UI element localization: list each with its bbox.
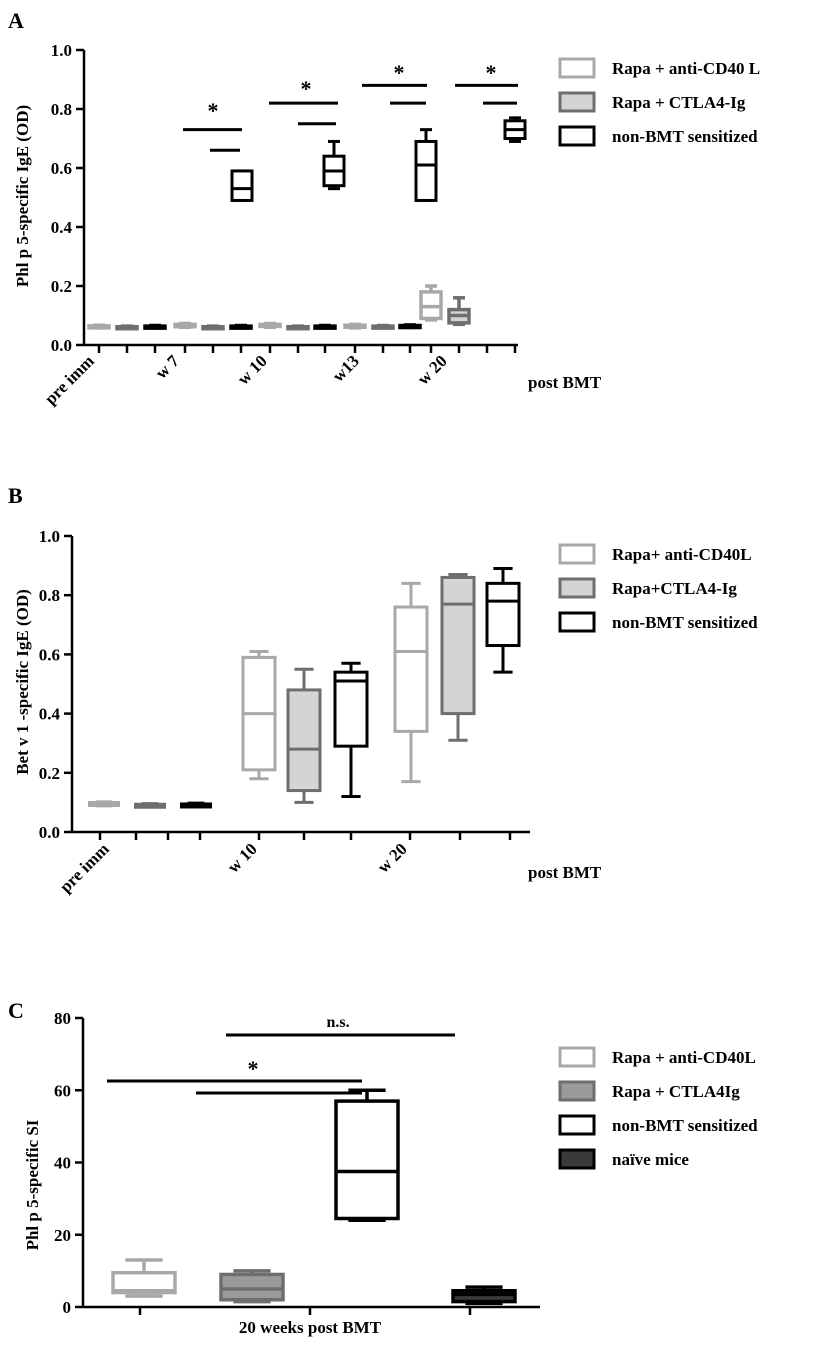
b-box-1-2-box [440,575,476,716]
legend-entry: Rapa+CTLA4-Ig [612,579,737,598]
a-ytick-label: 1.0 [51,41,72,60]
b-ytick-label: 1.0 [39,527,60,546]
panel-c-label: C [8,998,24,1023]
b-box-2-1-box [333,670,369,748]
b-ytick-label: 0.0 [39,823,60,842]
b-xtick-label: w 20 [374,839,411,876]
legend-swatch [558,1080,596,1102]
panel-a-legend: Rapa + anti-CD40 L Rapa + CTLA4-Ig non-BMT… [558,57,760,147]
panel-b-legend: Rapa+ anti-CD40L Rapa+CTLA4-Ig non-BMT sen… [558,543,758,633]
c-box-0-box [111,1270,177,1295]
a-xtick-label: w 20 [414,351,451,388]
panel-c-marks: n.s. * [107,1014,517,1306]
b-xtick-label: pre imm [56,839,113,896]
panel-a-ylabel: Phl p 5-specific IgE (OD) [13,105,32,287]
legend-swatch [558,577,596,599]
a-xtick-label: w 10 [234,351,271,388]
a-significance-star: * [486,60,497,85]
legend-swatch [558,125,596,147]
legend-entry: non-BMT sensitized [612,613,758,632]
panel-a-label: A [8,8,24,33]
a-ytick-label: 0.0 [51,336,72,355]
b-ytick-label: 0.6 [39,645,60,664]
panel-b-xlabel: post BMT [528,863,602,882]
b-box-1-1-box [286,688,322,793]
legend-entry: Rapa+ anti-CD40L [612,545,752,564]
panel-a-marks: * * * * [87,60,527,331]
a-xtick-label: w13 [329,351,363,385]
c-ytick-label: 40 [54,1154,71,1173]
c-ytick-label: 60 [54,1081,71,1100]
a-ytick-label: 0.2 [51,277,72,296]
a-xtick-label: pre imm [41,351,98,408]
legend-swatch [558,1046,596,1068]
panel-a: A Phl p 5-specific IgE (OD) post BMT 0.0… [8,8,760,408]
a-significance-star: * [208,98,219,123]
c-box-1-box [219,1272,285,1302]
legend-entry: non-BMT sensitized [612,1116,758,1135]
legend-entry: naïve mice [612,1150,689,1169]
legend-swatch [558,543,596,565]
a-late-box-0-box [230,169,254,202]
legend-swatch [558,1148,596,1170]
panel-b-marks [88,567,521,809]
c-ytick-label: 80 [54,1009,71,1028]
a-xtick-label: w 7 [152,351,183,382]
legend-entry: non-BMT sensitized [612,127,758,146]
a-late-box-2-box [414,139,438,202]
panel-a-xlabel: post BMT [528,373,602,392]
panel-a-axes: 0.0 0.2 0.4 0.6 0.8 1.0 pre imm w 7 w 10 w13 w 20 [41,41,518,408]
a-ytick-label: 0.6 [51,159,72,178]
c-box-3-box [451,1288,517,1304]
legend-entry: Rapa + CTLA4-Ig [612,93,746,112]
c-box-2-box [334,1099,400,1221]
panel-c-legend: Rapa + anti-CD40L Rapa + CTLA4Ig non-BMT s… [558,1046,758,1170]
legend-entry: Rapa + CTLA4Ig [612,1082,740,1101]
a-ytick-label: 0.8 [51,100,72,119]
panel-b-label: B [8,483,23,508]
legend-swatch [558,611,596,633]
panel-b: B Bet v 1 -specific IgE (OD) post BMT 0.… [8,483,758,896]
b-box-2-2-box [485,581,521,648]
c-significance-star: * [248,1056,259,1081]
c-ytick-label: 20 [54,1226,71,1245]
b-xtick-label: w 10 [224,839,261,876]
a-significance-star: * [301,76,312,101]
b-ytick-label: 0.4 [39,705,61,724]
legend-entry: Rapa + anti-CD40L [612,1048,756,1067]
panel-c-axes: 0 20 40 60 80 [54,1009,540,1317]
panel-b-ylabel: Bet v 1 -specific IgE (OD) [13,589,32,775]
panel-c-ylabel: Phl p 5-specific SI [23,1119,42,1250]
b-ytick-label: 0.2 [39,764,60,783]
panel-c-xlabel: 20 weeks post BMT [239,1318,382,1337]
a-significance-star: * [394,60,405,85]
legend-swatch [558,1114,596,1136]
c-ytick-label: 0 [63,1298,72,1317]
legend-swatch [558,91,596,113]
c-ns-label: n.s. [326,1014,349,1031]
legend-entry: Rapa + anti-CD40 L [612,59,760,78]
a-ytick-label: 0.4 [51,218,73,237]
panel-c: C Phl p 5-specific SI 20 weeks post BMT … [8,998,758,1337]
b-box-0-2-box [393,605,429,733]
legend-swatch [558,57,596,79]
b-ytick-label: 0.8 [39,586,60,605]
